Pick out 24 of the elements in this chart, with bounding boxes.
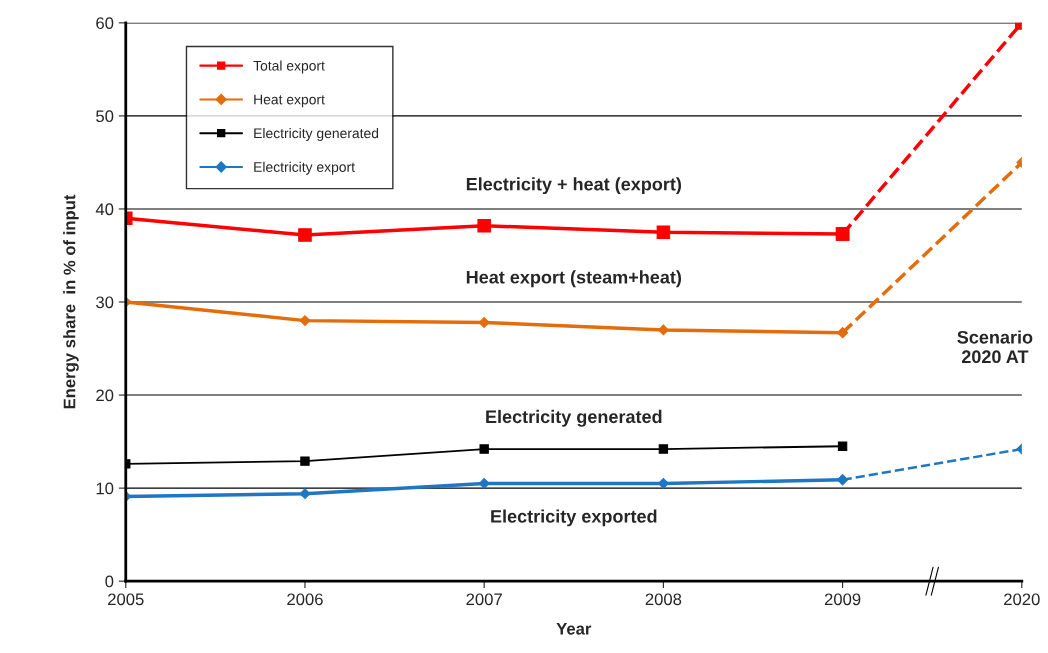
legend-label: Electricity export bbox=[254, 161, 355, 175]
x-tick-label: 2009 bbox=[824, 593, 861, 606]
x-tick-label: 2007 bbox=[466, 593, 502, 606]
x-tick-label: 2008 bbox=[645, 593, 682, 606]
annotation: Electricity exported bbox=[491, 509, 657, 527]
annotation: Electricity + heat (export) bbox=[466, 177, 682, 195]
y-tick-label: 0 bbox=[105, 575, 114, 588]
legend-label: Heat export bbox=[254, 94, 325, 108]
y-tick-label: 60 bbox=[96, 17, 114, 30]
x-tick-label: 2020 bbox=[1004, 593, 1040, 606]
x-axis-title: Year bbox=[556, 623, 592, 635]
y-tick-label: 20 bbox=[96, 389, 114, 402]
annotation: Electricity generated bbox=[486, 409, 662, 427]
annotation: Scenario 2020 AT bbox=[957, 330, 1033, 364]
y-tick-label: 40 bbox=[95, 203, 114, 216]
y-tick-label: 30 bbox=[96, 296, 114, 309]
legend-label: Total export bbox=[253, 60, 325, 74]
y-tick-label: 10 bbox=[96, 482, 114, 495]
annotation: Heat export (steam+heat) bbox=[466, 270, 682, 288]
x-tick-label: 2006 bbox=[287, 593, 323, 606]
y-axis-title: Energy share in % of input bbox=[63, 194, 79, 409]
x-tick-label: 2005 bbox=[108, 593, 144, 606]
y-tick-label: 50 bbox=[96, 110, 114, 123]
legend-label: Electricity generated bbox=[254, 128, 379, 141]
